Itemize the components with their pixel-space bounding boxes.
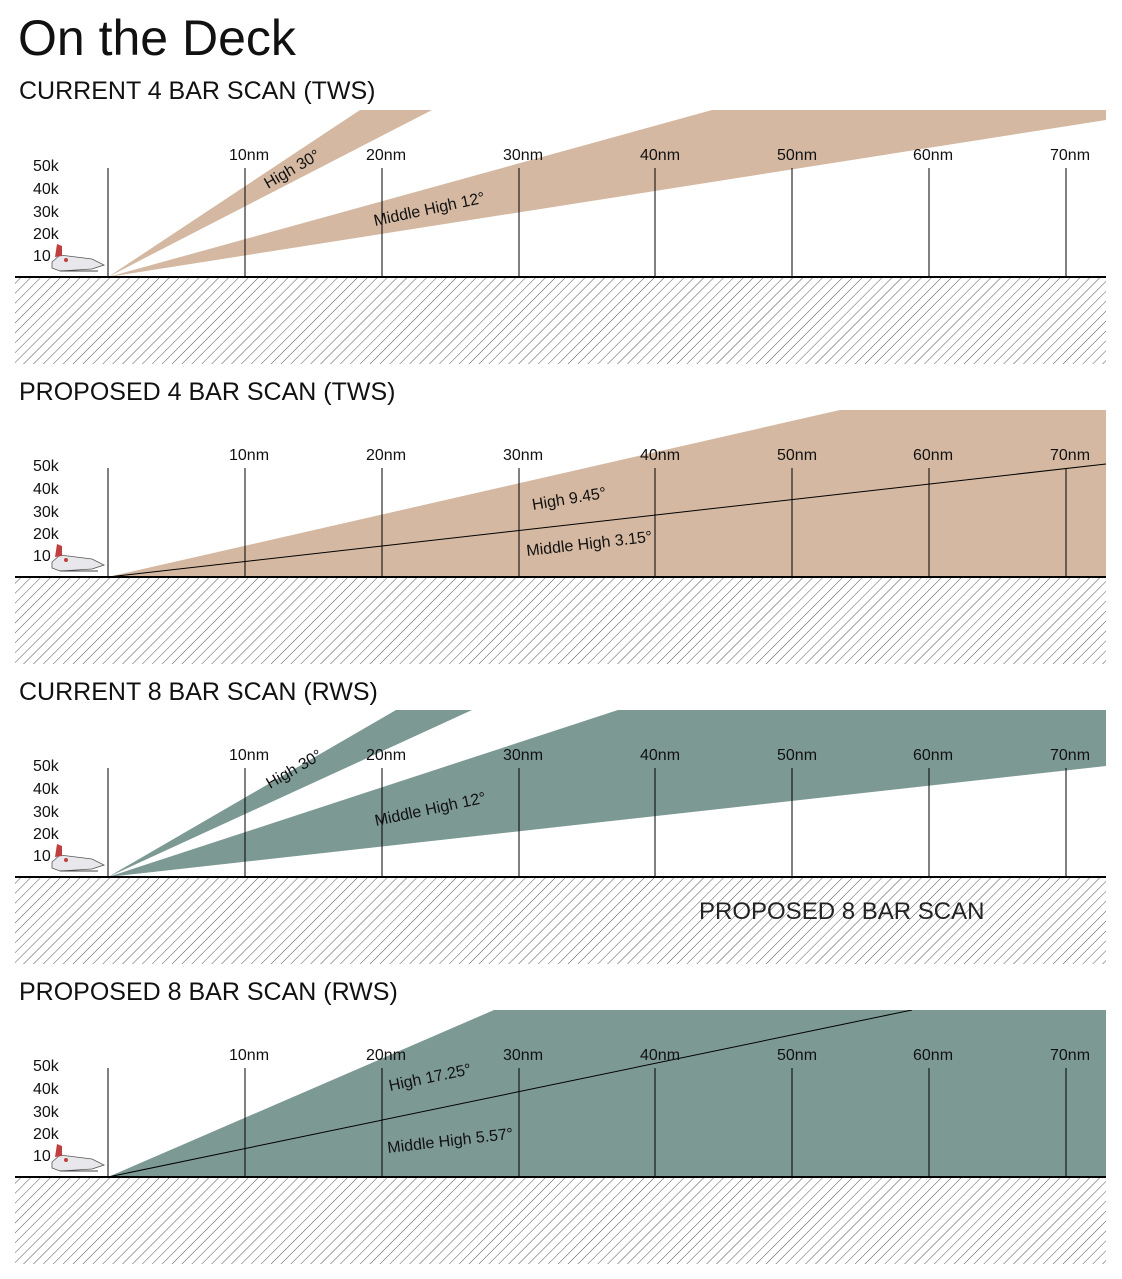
altitude-label-50k: 50k xyxy=(33,458,60,475)
range-label-50nm: 50nm xyxy=(777,1047,817,1064)
range-label-70nm: 70nm xyxy=(1050,747,1090,764)
altitude-label-50k: 50k xyxy=(33,1058,60,1075)
range-label-50nm: 50nm xyxy=(777,147,817,164)
range-label-30nm: 30nm xyxy=(503,147,543,164)
range-label-50nm: 50nm xyxy=(777,447,817,464)
scan-panel-proposed-8-bar-rws: 50k 40k 30k 20k 10 10nm 20nm 30nm 40nm 5… xyxy=(0,1010,1122,1275)
ground-hatch xyxy=(15,1177,1106,1264)
range-label-60nm: 60nm xyxy=(913,447,953,464)
altitude-label-40k: 40k xyxy=(33,781,60,798)
altitude-label-50k: 50k xyxy=(33,158,60,175)
range-label-20nm: 20nm xyxy=(366,747,406,764)
altitude-label-20k: 20k xyxy=(33,1126,60,1143)
fighter-jet-icon xyxy=(51,1144,106,1172)
fighter-jet-icon xyxy=(51,244,106,272)
range-label-50nm: 50nm xyxy=(777,747,817,764)
range-label-70nm: 70nm xyxy=(1050,1047,1090,1064)
altitude-label-20k: 20k xyxy=(33,826,60,843)
range-label-60nm: 60nm xyxy=(913,147,953,164)
scan-panel-current-8-bar-rws: 50k 40k 30k 20k 10 10nm 20nm 30nm 40nm 5… xyxy=(0,710,1122,975)
range-label-70nm: 70nm xyxy=(1050,147,1090,164)
ground-hatch xyxy=(15,277,1106,364)
altitude-label-10k: 10 xyxy=(33,248,51,265)
fighter-jet-icon xyxy=(51,544,106,572)
scan-wedge-high xyxy=(108,110,432,277)
range-label-40nm: 40nm xyxy=(640,747,680,764)
ground-hatch xyxy=(15,877,1106,964)
altitude-label-50k: 50k xyxy=(33,758,60,775)
fighter-jet-icon xyxy=(51,844,106,872)
scan-panel-proposed-4-bar-tws: 50k 40k 30k 20k 10 10nm 20nm 30nm 40nm 5… xyxy=(0,410,1122,675)
altitude-label-10k: 10 xyxy=(33,548,51,565)
range-label-40nm: 40nm xyxy=(640,447,680,464)
range-label-70nm: 70nm xyxy=(1050,447,1090,464)
range-label-10nm: 10nm xyxy=(229,747,269,764)
range-label-40nm: 40nm xyxy=(640,1047,680,1064)
altitude-label-30k: 30k xyxy=(33,804,60,821)
altitude-label-10k: 10 xyxy=(33,848,51,865)
ground-hatch xyxy=(15,577,1106,664)
range-label-10nm: 10nm xyxy=(229,1047,269,1064)
range-label-20nm: 20nm xyxy=(366,1047,406,1064)
altitude-label-30k: 30k xyxy=(33,204,60,221)
altitude-label-40k: 40k xyxy=(33,481,60,498)
overlay-note: PROPOSED 8 BAR SCAN xyxy=(699,898,984,925)
range-label-20nm: 20nm xyxy=(366,447,406,464)
range-label-40nm: 40nm xyxy=(640,147,680,164)
scan-wedge-high xyxy=(108,710,472,877)
altitude-label-40k: 40k xyxy=(33,181,60,198)
range-label-10nm: 10nm xyxy=(229,147,269,164)
panel-heading-proposed-4-bar-tws: PROPOSED 4 BAR SCAN (TWS) xyxy=(19,378,396,406)
range-label-60nm: 60nm xyxy=(913,747,953,764)
scan-wedge-middle-high xyxy=(108,710,1106,877)
scan-wedge-high xyxy=(108,1010,1106,1177)
scan-wedge-middle-high xyxy=(108,110,1106,277)
panel-heading-current-4-bar-tws: CURRENT 4 BAR SCAN (TWS) xyxy=(19,77,376,105)
altitude-label-40k: 40k xyxy=(33,1081,60,1098)
panel-heading-current-8-bar-rws: CURRENT 8 BAR SCAN (RWS) xyxy=(19,678,378,706)
altitude-label-30k: 30k xyxy=(33,1104,60,1121)
altitude-label-10k: 10 xyxy=(33,1148,51,1165)
range-label-30nm: 30nm xyxy=(503,747,543,764)
altitude-label-30k: 30k xyxy=(33,504,60,521)
range-label-60nm: 60nm xyxy=(913,1047,953,1064)
scan-wedge-high xyxy=(108,410,1106,577)
altitude-label-20k: 20k xyxy=(33,226,60,243)
panel-heading-proposed-8-bar-rws: PROPOSED 8 BAR SCAN (RWS) xyxy=(19,978,398,1006)
range-label-10nm: 10nm xyxy=(229,447,269,464)
page-title: On the Deck xyxy=(18,10,296,66)
range-label-30nm: 30nm xyxy=(503,447,543,464)
scan-panel-current-4-bar-tws: 50k 40k 30k 20k 10 10nm 20nm 30nm 40nm 5… xyxy=(0,110,1122,375)
altitude-label-20k: 20k xyxy=(33,526,60,543)
range-label-20nm: 20nm xyxy=(366,147,406,164)
range-label-30nm: 30nm xyxy=(503,1047,543,1064)
